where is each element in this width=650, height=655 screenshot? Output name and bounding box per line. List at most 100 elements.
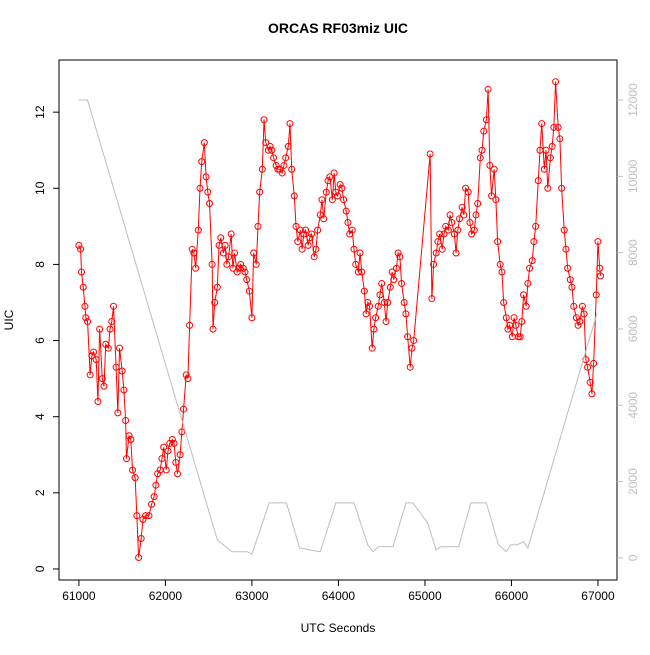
y-tick-label: 4 [33,413,47,420]
point [88,352,96,360]
point [594,238,602,246]
point [372,314,380,322]
point [211,298,219,306]
point [306,234,314,242]
y-tick-label: 10 [33,181,47,195]
point [239,264,247,272]
point [176,451,184,459]
point [524,279,532,287]
point [430,260,438,268]
point [360,287,368,295]
point [368,344,376,352]
point [215,241,223,249]
series-line [78,99,598,555]
point [562,245,570,253]
point [352,260,360,268]
point [516,333,524,341]
point [106,325,114,333]
point [182,371,190,379]
point [77,268,85,276]
point [444,226,452,234]
point [114,409,122,417]
point [298,245,306,253]
point [490,165,498,173]
point [546,154,554,162]
x-tick-label: 66000 [495,589,529,603]
point [202,173,210,181]
point [376,291,384,299]
point [233,268,241,276]
point [596,264,604,272]
point [272,161,280,169]
point [98,375,106,383]
y-tick-label: 2 [33,489,47,496]
point [364,298,372,306]
point [223,260,231,268]
point [208,260,216,268]
point [406,363,414,371]
point [150,493,158,501]
point [264,146,272,154]
point [118,367,126,375]
point [438,245,446,253]
point [324,177,332,185]
point [288,165,296,173]
point [84,318,92,326]
point [168,436,176,444]
point [388,268,396,276]
point [77,245,85,253]
point [500,298,508,306]
point [374,302,382,310]
point [564,264,572,272]
point [129,466,137,474]
point [278,169,286,177]
point [286,120,294,128]
point [432,249,440,257]
point [572,314,580,322]
point [192,264,200,272]
point [300,230,308,238]
point [452,249,460,257]
point [474,200,482,208]
point [348,226,356,234]
point [221,241,229,249]
y-axis-label: UIC [2,309,16,330]
point [100,382,108,390]
point [496,260,504,268]
point [390,276,398,284]
point [358,268,366,276]
point [482,116,490,124]
point [574,321,582,329]
point [310,253,318,261]
point [213,283,221,291]
point [209,325,217,333]
point [522,302,530,310]
point [530,238,538,246]
point [127,436,135,444]
point [518,318,526,326]
point [532,222,540,230]
point [196,184,204,192]
point [135,554,143,562]
point [492,196,500,204]
point [225,253,233,261]
point [79,283,87,291]
point [558,184,566,192]
point [158,455,166,463]
point [248,314,256,322]
point [460,211,468,219]
point [120,386,128,394]
x-tick-label: 67000 [581,589,615,603]
point [326,173,334,181]
x-tick-label: 63000 [235,589,269,603]
point [284,142,292,150]
x-tick-label: 64000 [322,589,356,603]
point [550,123,558,131]
point [378,279,386,287]
point [472,211,480,219]
point [576,318,584,326]
point [540,165,548,173]
point [254,222,262,230]
